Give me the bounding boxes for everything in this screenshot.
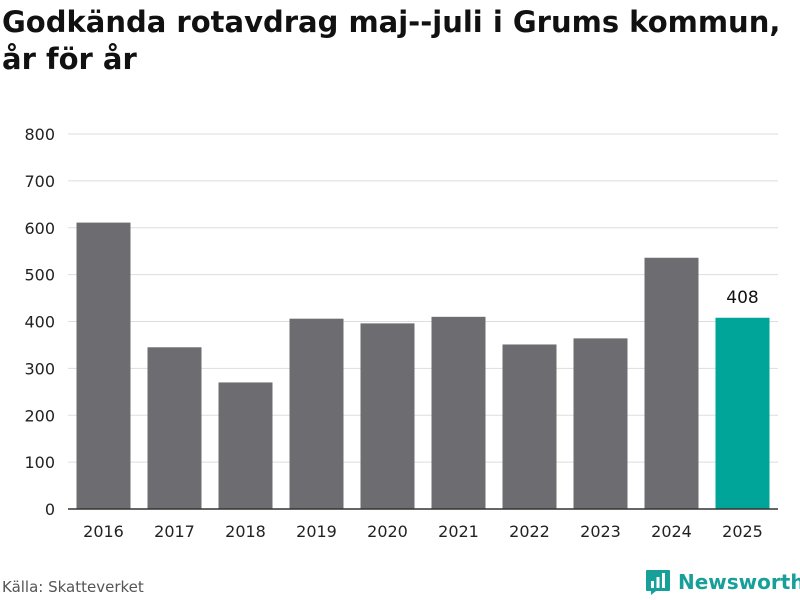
y-tick-label: 600: [24, 219, 55, 238]
y-tick-label: 400: [24, 313, 55, 332]
tick-labels: 0 100 200 300 400 500 600 700 800 2016 2017 2018 201…: [24, 125, 762, 541]
bar-2024: [644, 257, 699, 509]
y-tick-label: 0: [45, 500, 55, 519]
bar-2016: [76, 222, 131, 509]
y-tick-label: 500: [24, 266, 55, 285]
source-note: Källa: Skatteverket: [2, 578, 144, 596]
x-tick-label: 2019: [296, 522, 337, 541]
bar-chart: 0 100 200 300 400 500 600 700 800 2016 2017 2018 201…: [24, 125, 778, 541]
x-tick-label: 2017: [154, 522, 195, 541]
brand-logo: Newsworthy: [644, 568, 800, 596]
brand-name: Newsworthy: [678, 570, 800, 594]
bar-2021: [431, 316, 486, 509]
bar-2019: [289, 318, 344, 509]
x-tick-label: 2020: [367, 522, 408, 541]
y-tick-label: 100: [24, 453, 55, 472]
x-tick-label: 2022: [509, 522, 550, 541]
bar-2025: [715, 317, 770, 509]
newsworthy-logo-icon: [646, 570, 670, 595]
x-tick-label: 2016: [83, 522, 124, 541]
y-tick-label: 300: [24, 359, 55, 378]
data-label: 408: [726, 288, 758, 308]
bar-2022: [502, 344, 557, 509]
x-tick-label: 2023: [580, 522, 621, 541]
bar-2020: [360, 323, 415, 509]
y-tick-label: 700: [24, 172, 55, 191]
y-tick-label: 800: [24, 125, 55, 144]
x-tick-label: 2018: [225, 522, 266, 541]
x-tick-label: 2021: [438, 522, 479, 541]
y-tick-label: 200: [24, 406, 55, 425]
bar-2018: [218, 382, 273, 509]
bar-2017: [147, 347, 202, 509]
x-tick-label: 2024: [651, 522, 692, 541]
x-tick-label: 2025: [722, 522, 763, 541]
bars: [76, 222, 770, 509]
data-labels: 408: [726, 288, 758, 308]
chart-title: Godkända rotavdrag maj--juli i Grums kom…: [2, 5, 781, 76]
bar-2023: [573, 338, 628, 509]
